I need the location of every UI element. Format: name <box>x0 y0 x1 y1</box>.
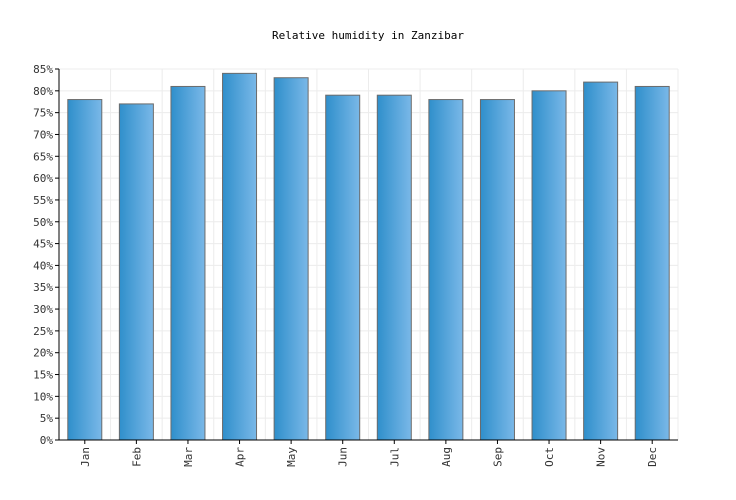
chart-title: Relative humidity in Zanzibar <box>272 29 464 42</box>
x-tick-label: Aug <box>440 447 453 467</box>
y-tick-label: 40% <box>33 259 53 272</box>
y-tick-label: 85% <box>33 63 53 76</box>
bar-sep <box>479 99 515 441</box>
y-tick-label: 5% <box>40 412 54 425</box>
y-tick-label: 25% <box>33 325 53 338</box>
x-tick-label: Apr <box>234 447 247 467</box>
grid-lines <box>59 68 679 440</box>
bar-may <box>273 77 309 441</box>
y-tick-label: 75% <box>33 107 53 120</box>
y-tick-label: 45% <box>33 238 53 251</box>
y-tick-label: 65% <box>33 150 53 163</box>
y-tick-label: 80% <box>33 85 53 98</box>
x-tick-label: May <box>285 447 298 467</box>
bar-nov <box>583 81 619 441</box>
bar-aug <box>428 99 464 441</box>
x-tick-label: Oct <box>543 447 556 467</box>
y-tick-label: 10% <box>33 390 53 403</box>
x-tick-label: Jul <box>388 447 401 467</box>
y-tick-label: 20% <box>33 347 53 360</box>
x-tick-label: Mar <box>182 447 195 467</box>
y-tick-label: 0% <box>40 434 54 447</box>
bar-oct <box>531 90 567 441</box>
x-tick-label: Jan <box>79 447 92 467</box>
y-tick-label: 35% <box>33 281 53 294</box>
y-axis-ticks: 0% 5% 10% 15% 20% 25% 30% 35% 40% 45% 50% 55% 60% 65%… <box>33 63 59 447</box>
bar-apr <box>222 72 258 441</box>
bars <box>67 72 670 441</box>
x-tick-label: Jun <box>337 447 350 467</box>
x-tick-label: Sep <box>491 447 504 467</box>
bar-dec <box>634 85 670 441</box>
y-tick-label: 60% <box>33 172 53 185</box>
bar-mar <box>170 85 206 441</box>
bar-jun <box>325 94 361 441</box>
y-tick-label: 55% <box>33 194 53 207</box>
bar-jan <box>67 99 103 441</box>
y-tick-label: 30% <box>33 303 53 316</box>
y-tick-label: 70% <box>33 128 53 141</box>
y-tick-label: 15% <box>33 369 53 382</box>
bar-feb <box>118 103 154 441</box>
x-axis-ticks: Jan Feb Mar Apr May Jun Jul Aug Sep Oct Nov Dec <box>79 440 659 467</box>
x-tick-label: Feb <box>130 447 143 467</box>
y-tick-label: 50% <box>33 216 53 229</box>
x-tick-label: Nov <box>595 447 608 467</box>
x-tick-label: Dec <box>646 447 659 467</box>
bar-jul <box>376 94 412 441</box>
